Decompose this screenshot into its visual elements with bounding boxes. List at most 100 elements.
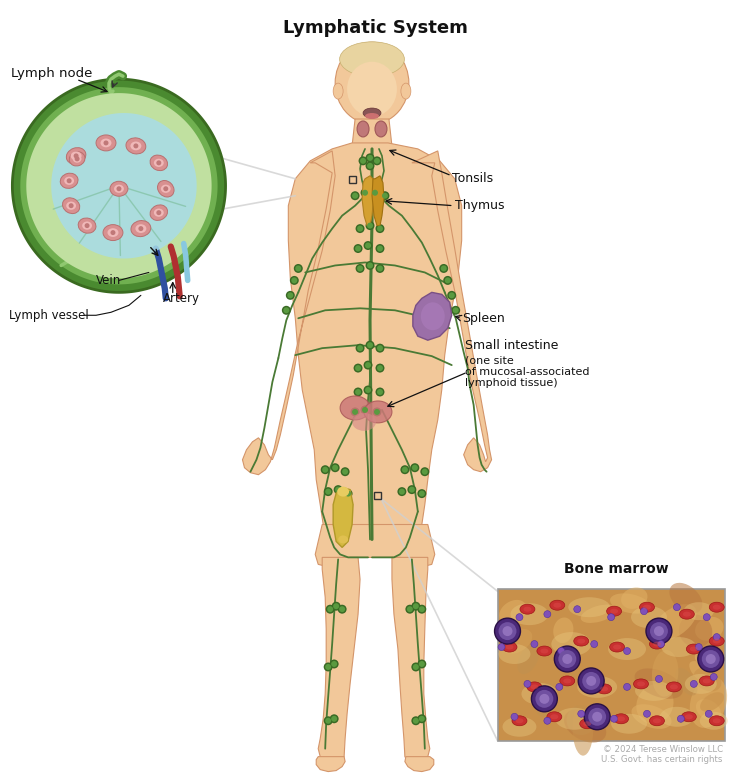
Ellipse shape <box>64 176 74 185</box>
Ellipse shape <box>103 225 123 240</box>
Circle shape <box>413 603 419 609</box>
Ellipse shape <box>66 147 86 164</box>
Circle shape <box>367 342 373 348</box>
Circle shape <box>326 604 334 614</box>
Ellipse shape <box>652 604 697 641</box>
Ellipse shape <box>114 185 124 193</box>
Ellipse shape <box>670 684 678 690</box>
Ellipse shape <box>96 135 116 151</box>
Circle shape <box>447 291 456 300</box>
Circle shape <box>558 650 576 668</box>
Circle shape <box>562 654 572 664</box>
Circle shape <box>85 223 89 228</box>
Circle shape <box>376 224 385 233</box>
Polygon shape <box>333 488 353 548</box>
Circle shape <box>646 619 672 644</box>
Ellipse shape <box>352 413 376 431</box>
Circle shape <box>411 662 420 672</box>
Circle shape <box>360 158 366 164</box>
Ellipse shape <box>541 648 548 654</box>
Circle shape <box>592 712 602 722</box>
Ellipse shape <box>524 607 532 612</box>
Circle shape <box>412 465 418 470</box>
Circle shape <box>695 644 702 651</box>
Circle shape <box>443 276 452 285</box>
Ellipse shape <box>110 181 128 197</box>
Circle shape <box>400 465 410 474</box>
Circle shape <box>365 341 374 349</box>
Circle shape <box>582 672 600 690</box>
Circle shape <box>623 683 631 690</box>
Circle shape <box>332 661 338 667</box>
Circle shape <box>702 650 720 668</box>
Circle shape <box>344 489 352 498</box>
Circle shape <box>104 140 109 145</box>
Ellipse shape <box>607 606 622 616</box>
Circle shape <box>156 210 161 215</box>
Polygon shape <box>288 143 462 541</box>
Circle shape <box>335 487 341 493</box>
Ellipse shape <box>338 535 348 544</box>
Ellipse shape <box>617 716 625 722</box>
Ellipse shape <box>550 714 558 719</box>
Circle shape <box>372 190 378 196</box>
Circle shape <box>355 246 361 251</box>
Ellipse shape <box>66 201 76 210</box>
Circle shape <box>286 291 295 300</box>
Circle shape <box>584 704 610 730</box>
Ellipse shape <box>682 612 691 617</box>
Circle shape <box>340 467 350 476</box>
Ellipse shape <box>154 208 164 217</box>
Ellipse shape <box>675 668 698 696</box>
Ellipse shape <box>621 587 647 609</box>
Ellipse shape <box>632 704 671 729</box>
Circle shape <box>367 222 373 229</box>
Ellipse shape <box>150 205 167 221</box>
Circle shape <box>654 626 664 636</box>
Ellipse shape <box>643 604 651 610</box>
Circle shape <box>164 186 168 191</box>
Circle shape <box>356 344 364 353</box>
Circle shape <box>353 244 362 253</box>
Circle shape <box>376 244 385 253</box>
Circle shape <box>407 485 416 494</box>
Circle shape <box>296 265 302 271</box>
Ellipse shape <box>521 683 557 705</box>
Ellipse shape <box>554 603 561 608</box>
Circle shape <box>74 156 80 161</box>
Circle shape <box>353 388 362 396</box>
Ellipse shape <box>518 645 539 674</box>
Circle shape <box>494 619 520 644</box>
Circle shape <box>342 469 348 475</box>
Ellipse shape <box>690 647 698 651</box>
Circle shape <box>623 647 631 654</box>
Circle shape <box>377 365 383 371</box>
Circle shape <box>350 191 359 200</box>
Circle shape <box>413 664 419 670</box>
Circle shape <box>399 488 405 495</box>
Circle shape <box>365 221 374 230</box>
Circle shape <box>370 188 380 197</box>
Circle shape <box>365 154 374 162</box>
Ellipse shape <box>710 602 724 612</box>
Circle shape <box>358 156 368 165</box>
Ellipse shape <box>82 222 92 230</box>
Ellipse shape <box>154 159 164 167</box>
Ellipse shape <box>158 180 174 197</box>
Circle shape <box>287 292 293 298</box>
Text: © 2024 Terese Winslow LLC
U.S. Govt. has certain rights: © 2024 Terese Winslow LLC U.S. Govt. has… <box>602 745 723 764</box>
Circle shape <box>330 660 339 668</box>
Circle shape <box>377 225 383 232</box>
Circle shape <box>350 407 359 417</box>
Circle shape <box>650 622 668 640</box>
Circle shape <box>531 640 538 647</box>
Circle shape <box>321 465 330 474</box>
Circle shape <box>326 718 332 724</box>
Ellipse shape <box>547 712 562 722</box>
Text: Artery: Artery <box>163 292 200 305</box>
Ellipse shape <box>530 684 538 690</box>
Circle shape <box>419 606 424 612</box>
Circle shape <box>352 409 358 415</box>
Circle shape <box>326 488 332 495</box>
Circle shape <box>417 489 426 498</box>
